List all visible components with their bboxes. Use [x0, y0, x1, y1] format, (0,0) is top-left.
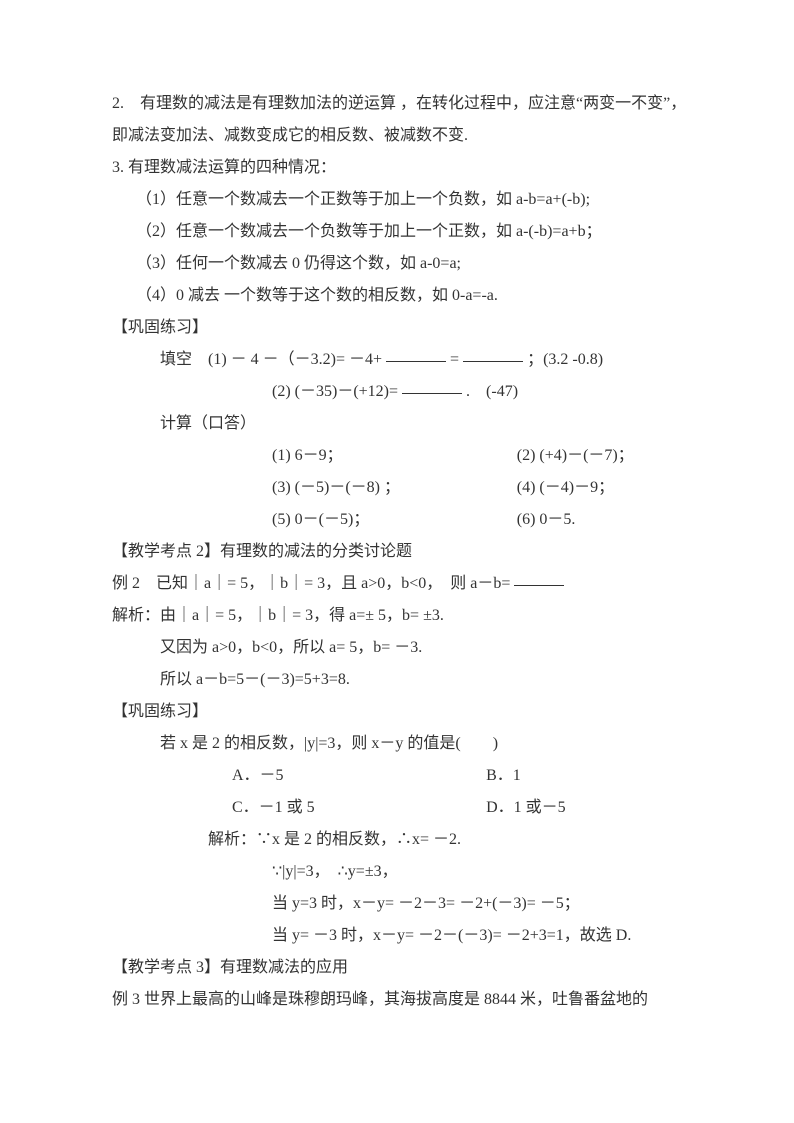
rule-2: （2）任意一个数减去一个负数等于加上一个正数，如 a-(-b)=a+b； [112, 216, 694, 248]
fb2-b: . (-47) [462, 383, 518, 400]
mc-question: 若 x 是 2 的相反数，|y|=3，则 x－y 的值是( ) [112, 728, 694, 760]
calc-5: (5) 0－(－5)； [112, 504, 517, 536]
para-2: 2. 有理数的减法是有理数加法的逆运算 ，在转化过程中，应注意“两变一不变”，即… [112, 88, 694, 152]
rule-3: （3）任何一个数减去 0 仍得这个数，如 a-0=a; [112, 248, 694, 280]
calc-6: (6) 0－5. [517, 504, 694, 536]
blank-3 [402, 377, 462, 394]
mc-analysis-2: ∵|y|=3， ∴y=±3， [112, 856, 694, 888]
analysis-2: 又因为 a>0，b<0，所以 a= 5，b= －3. [112, 632, 694, 664]
section-practice-1: 【巩固练习】 [112, 312, 694, 344]
analysis-1: 解析：由｜a｜= 5，｜b｜= 3，得 a=± 5，b= ±3. [112, 600, 694, 632]
example-2: 例 2 已知｜a｜= 5，｜b｜= 3，且 a>0，b<0， 则 a－b= [112, 568, 694, 600]
calc-2: (2) (+4)－(－7)； [517, 440, 694, 472]
option-b: B．1 [486, 760, 694, 792]
ex2-text: 例 2 已知｜a｜= 5，｜b｜= 3，且 a>0，b<0， 则 a－b= [112, 575, 514, 592]
topic-2: 【教学考点 2】有理数的减法的分类讨论题 [112, 536, 694, 568]
fb1-b: = [446, 351, 463, 368]
section-practice-2: 【巩固练习】 [112, 696, 694, 728]
rule-4: （4）0 减去 一个数等于这个数的相反数，如 0-a=-a. [112, 280, 694, 312]
mc-row-1: A．－5 B．1 [112, 760, 694, 792]
blank-4 [514, 569, 564, 586]
blank-1 [386, 345, 446, 362]
analysis-3: 所以 a－b=5－(－3)=5+3=8. [112, 664, 694, 696]
topic-3: 【教学考点 3】有理数减法的应用 [112, 952, 694, 984]
rule-1: （1）任意一个数减去一个正数等于加上一个负数，如 a-b=a+(-b); [112, 184, 694, 216]
option-d: D．1 或－5 [486, 792, 694, 824]
mc-analysis-3: 当 y=3 时，x－y= －2－3= －2+(－3)= －5； [112, 888, 694, 920]
mc-row-2: C．－1 或 5 D．1 或－5 [112, 792, 694, 824]
calc-4: (4) (－4)－9； [517, 472, 694, 504]
fill-blank-1: 填空 (1) － 4 －（－3.2)= －4+ = ；(3.2 -0.8) [112, 344, 694, 376]
calc-1: (1) 6－9； [112, 440, 517, 472]
mc-analysis-1: 解析：∵x 是 2 的相反数，∴x= －2. [112, 824, 694, 856]
fb2-a: (2) (－35)－(+12)= [272, 383, 402, 400]
example-3: 例 3 世界上最高的山峰是珠穆朗玛峰，其海拔高度是 8844 米，吐鲁番盆地的 [112, 984, 694, 1016]
calc-row-2: (3) (－5)－(－8) ； (4) (－4)－9； [112, 472, 694, 504]
calc-heading: 计算（口答） [112, 408, 694, 440]
option-c: C．－1 或 5 [112, 792, 486, 824]
fb1-a: 填空 (1) － 4 －（－3.2)= －4+ [160, 351, 386, 368]
calc-row-3: (5) 0－(－5)； (6) 0－5. [112, 504, 694, 536]
para-3: 3. 有理数减法运算的四种情况： [112, 152, 694, 184]
calc-row-1: (1) 6－9； (2) (+4)－(－7)； [112, 440, 694, 472]
blank-2 [463, 345, 523, 362]
option-a: A．－5 [112, 760, 486, 792]
calc-3: (3) (－5)－(－8) ； [112, 472, 517, 504]
fb1-c: ；(3.2 -0.8) [523, 351, 603, 368]
fill-blank-2: (2) (－35)－(+12)= . (-47) [112, 376, 694, 408]
mc-analysis-4: 当 y= －3 时，x－y= －2－(－3)= －2+3=1，故选 D. [112, 920, 694, 952]
